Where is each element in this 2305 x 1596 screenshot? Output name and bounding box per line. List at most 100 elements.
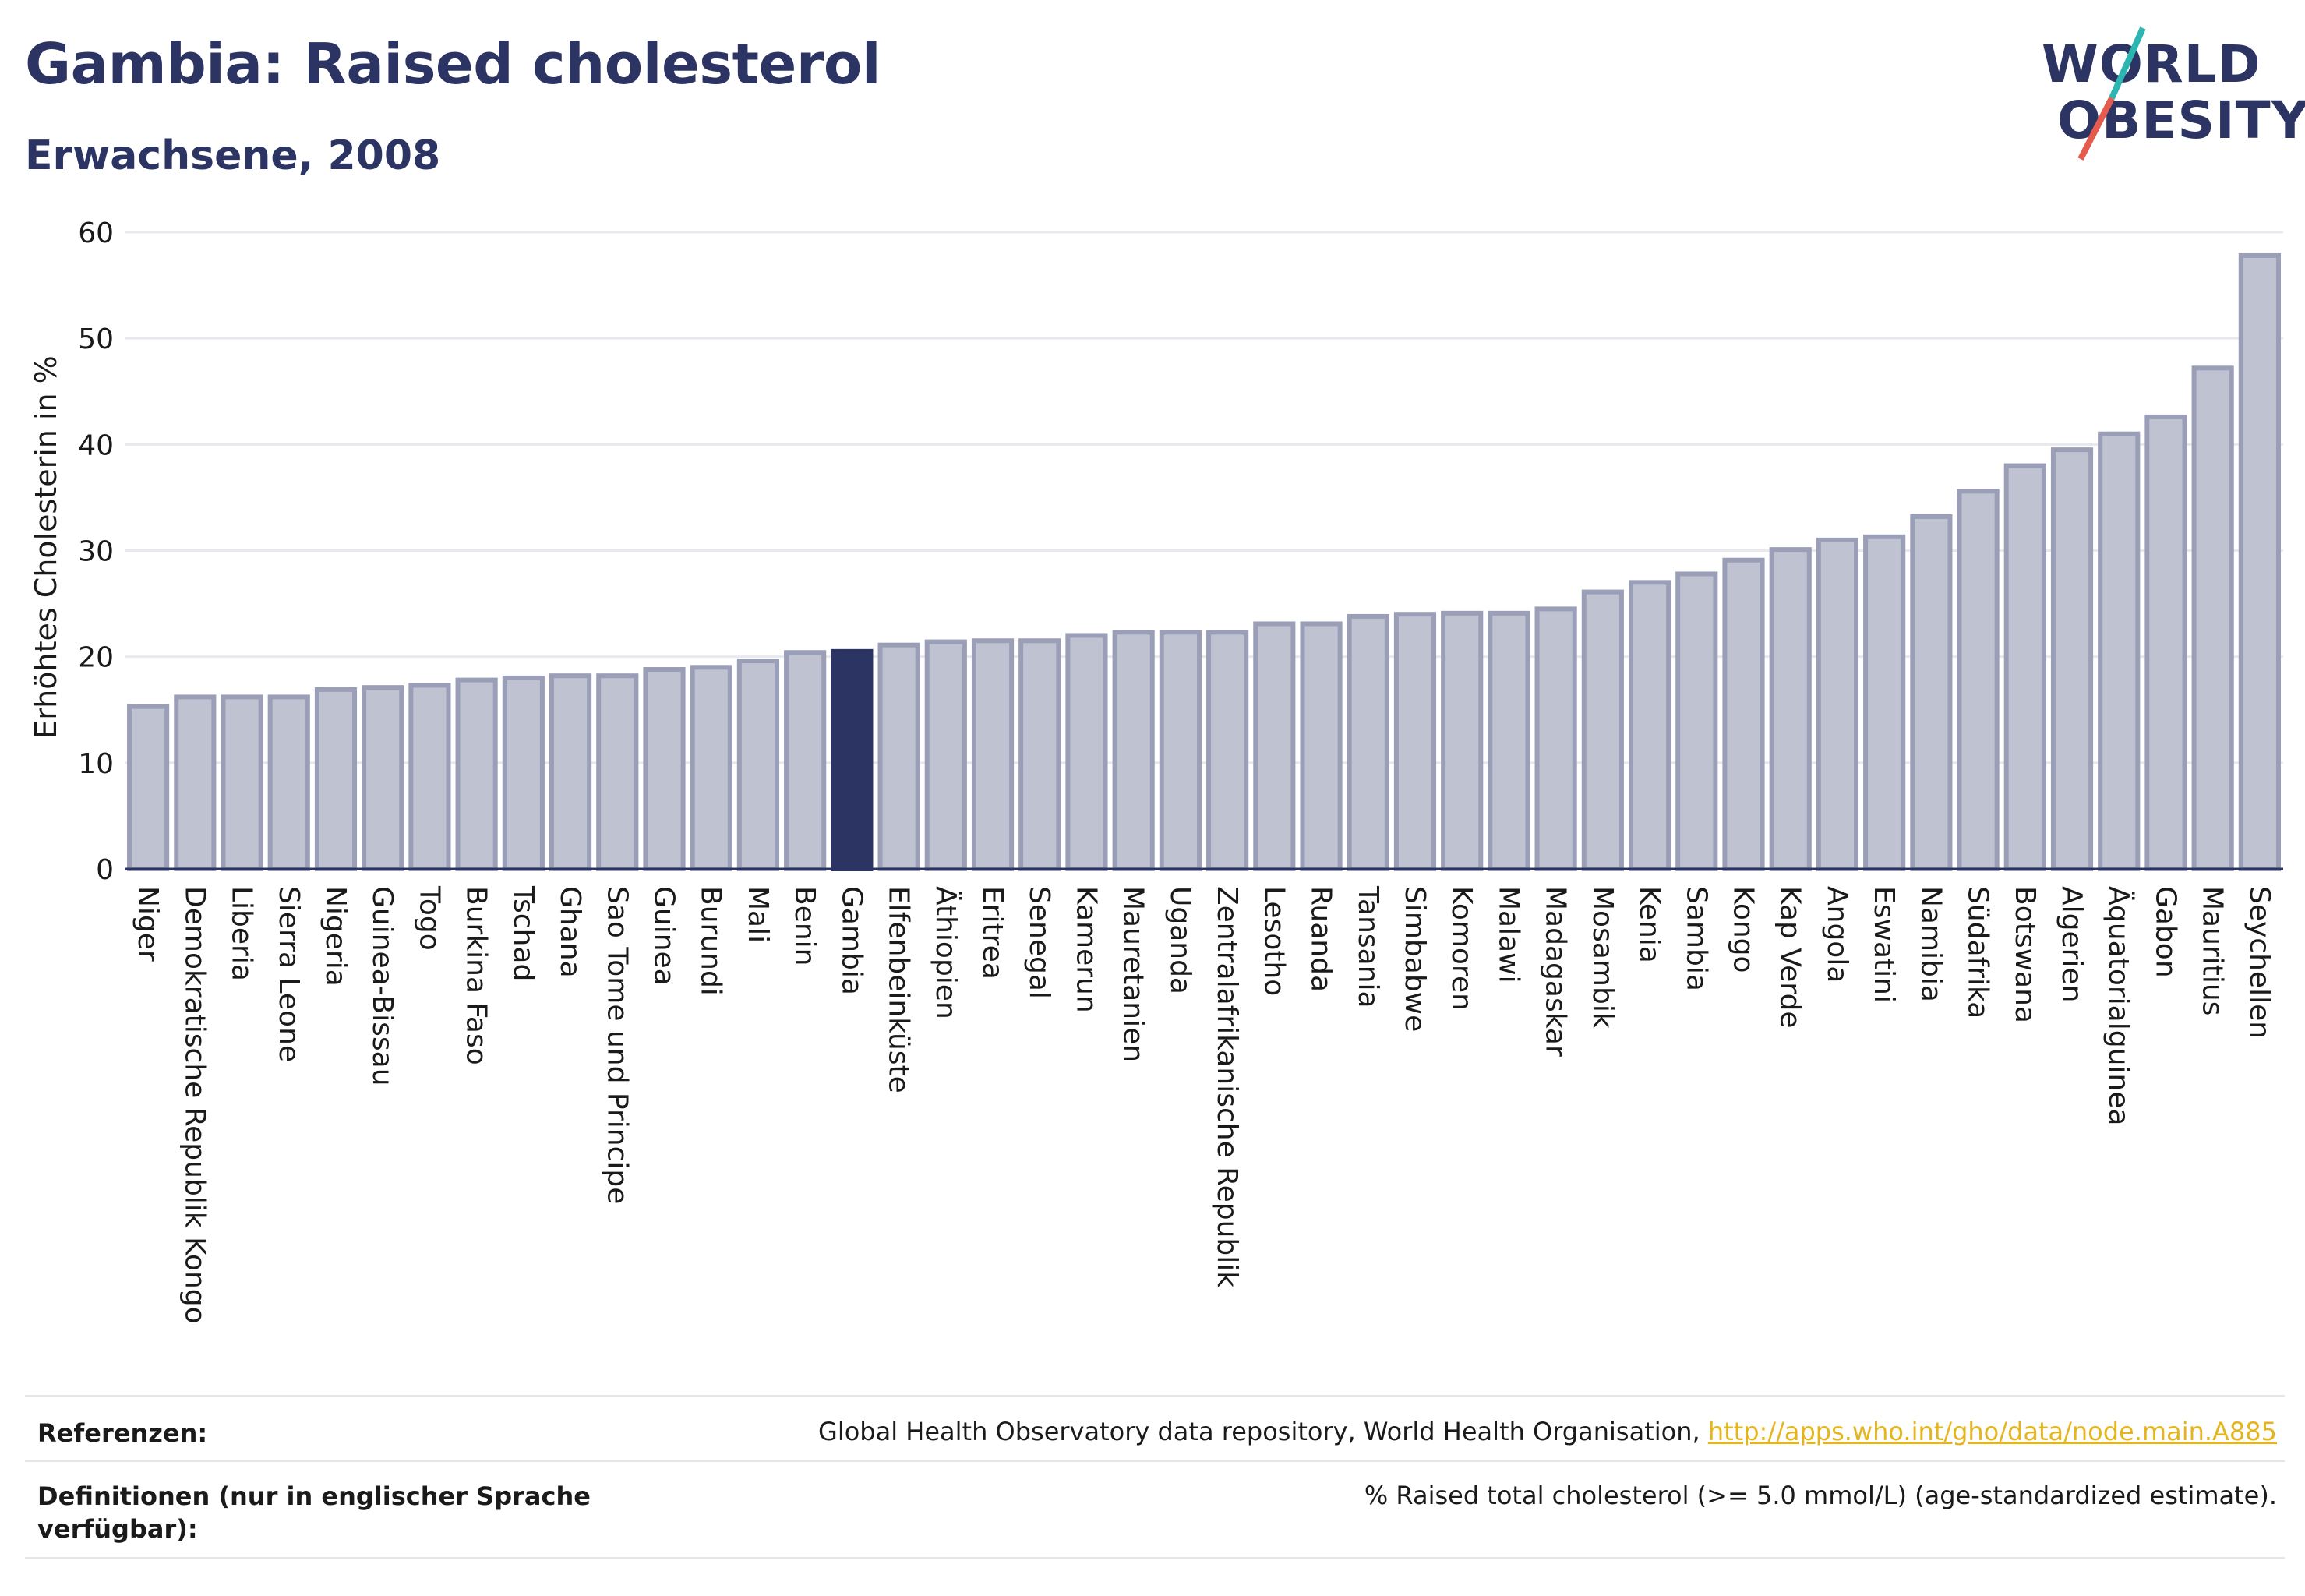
bar <box>1722 557 1765 871</box>
bar-highlight <box>831 648 874 871</box>
bar <box>1112 630 1155 871</box>
references-link[interactable]: http://apps.who.int/gho/data/node.main.A… <box>1707 1417 2277 1446</box>
x-tick-label: Tschad <box>507 885 539 981</box>
references-label: Referenzen: <box>37 1418 208 1448</box>
x-tick-label: Seychellen <box>2243 886 2275 1039</box>
bar <box>596 673 639 872</box>
x-tick-label: Lesotho <box>1258 886 1290 996</box>
bar <box>2098 431 2141 871</box>
bar <box>1628 580 1671 871</box>
bar <box>2050 447 2094 871</box>
chart-title: Gambia: Raised cholesterol <box>25 31 881 97</box>
bar <box>1675 571 1718 871</box>
x-tick-label: Botswana <box>2009 886 2041 1023</box>
footer-divider-middle <box>25 1460 2285 1462</box>
y-tick-label: 60 <box>78 217 114 249</box>
x-tick-label: Tansania <box>1352 885 1384 1008</box>
bar <box>221 694 263 871</box>
x-tick-label: Burkina Faso <box>461 886 492 1065</box>
x-tick-label: Burundi <box>695 886 727 996</box>
references-text: Global Health Observatory data repositor… <box>818 1417 2277 1446</box>
footer-divider-top <box>25 1395 2285 1396</box>
bar <box>314 687 358 872</box>
bar <box>1441 610 1484 871</box>
x-tick-label: Eswatini <box>1868 886 1900 1003</box>
bar <box>1393 612 1437 871</box>
x-tick-label: Namibia <box>1915 886 1947 1002</box>
footer-divider-bottom <box>25 1557 2285 1559</box>
x-tick-label: Togo <box>413 885 445 951</box>
bar <box>127 704 170 871</box>
x-tick-label: Niger <box>132 886 164 962</box>
bar <box>784 650 827 871</box>
x-tick-label: Äthiopien <box>930 886 962 1019</box>
bar <box>2238 252 2281 871</box>
x-tick-label: Mali <box>742 886 774 943</box>
bar <box>2144 414 2187 871</box>
x-tick-label: Demokratische Republik Kongo <box>178 886 210 1324</box>
x-tick-label: Simbabwe <box>1399 886 1431 1032</box>
y-tick-label: 20 <box>78 642 114 674</box>
bar <box>877 642 920 872</box>
world-obesity-logo: WORLD OBESITY <box>2026 23 2305 164</box>
bars <box>127 252 2281 872</box>
x-tick-label: Ruanda <box>1305 886 1337 992</box>
x-tick-label: Südafrika <box>1962 886 1994 1019</box>
x-tick-label: Gabon <box>2149 886 2181 978</box>
bar <box>1863 534 1906 871</box>
bar <box>2191 365 2234 871</box>
definitions-text: % Raised total cholesterol (>= 5.0 mmol/… <box>1364 1481 2277 1510</box>
bar <box>971 638 1015 871</box>
bar <box>174 694 217 871</box>
bar <box>502 675 545 872</box>
x-tick-label: Guinea-Bissau <box>366 886 398 1086</box>
x-tick-label: Malawi <box>1492 886 1524 983</box>
x-tick-label: Kamerun <box>1070 886 1102 1013</box>
y-axis-label: Erhöhtes Cholesterin in % <box>29 355 63 739</box>
x-tick-label: Sambia <box>1680 886 1712 991</box>
x-tick-label: Kenia <box>1633 886 1665 963</box>
x-tick-label: Zentralafrikanische Republik <box>1211 886 1243 1287</box>
y-tick-label: 10 <box>78 748 114 780</box>
x-tick-label: Liberia <box>226 886 258 981</box>
bar <box>1347 613 1389 871</box>
bar <box>2003 463 2046 871</box>
bar <box>362 685 404 872</box>
x-tick-label: Guinea <box>648 886 680 986</box>
x-tick-label: Benin <box>789 886 821 966</box>
x-tick-label: Mauritius <box>2197 886 2229 1015</box>
x-tick-label: Äquatorialguinea <box>2102 886 2135 1125</box>
axes: 0 10 20 30 40 50 60 Niger Demokratische Republik… <box>78 217 2283 1324</box>
x-tick-label: Ghana <box>554 886 586 978</box>
definitions-label: Definitionen (nur in englischer Sprache … <box>37 1481 591 1544</box>
bar <box>736 659 780 871</box>
bar <box>267 694 310 871</box>
x-tick-label: Sao Tome und Principe <box>601 886 633 1204</box>
x-tick-label: Mauretanien <box>1117 886 1149 1062</box>
logo-line-1: WORLD <box>2042 34 2261 94</box>
bar <box>1065 633 1108 872</box>
x-tick-label: Angola <box>1821 886 1853 983</box>
x-tick-label: Gambia <box>835 886 867 995</box>
bar <box>1488 610 1530 871</box>
x-tick-label: Elfenbeinküste <box>883 886 915 1093</box>
y-tick-label: 50 <box>78 323 114 355</box>
bar <box>690 665 732 871</box>
bar <box>1581 589 1624 871</box>
bar <box>1206 630 1249 871</box>
bar <box>1018 638 1061 871</box>
bar <box>1534 606 1577 871</box>
bar <box>455 677 498 872</box>
bar <box>643 667 686 871</box>
y-tick-label: 0 <box>96 854 114 886</box>
logo-slash-icon <box>2077 26 2146 161</box>
bar <box>1769 547 1812 871</box>
bar <box>1816 537 1859 872</box>
bar <box>1159 630 1202 871</box>
x-tick-label: Nigeria <box>319 886 351 987</box>
y-tick-label: 30 <box>78 536 114 568</box>
bar <box>549 673 592 872</box>
x-tick-label: Sierra Leone <box>273 886 305 1062</box>
x-tick-label: Eritrea <box>976 886 1008 980</box>
x-tick-label: Algerien <box>2056 886 2088 1002</box>
